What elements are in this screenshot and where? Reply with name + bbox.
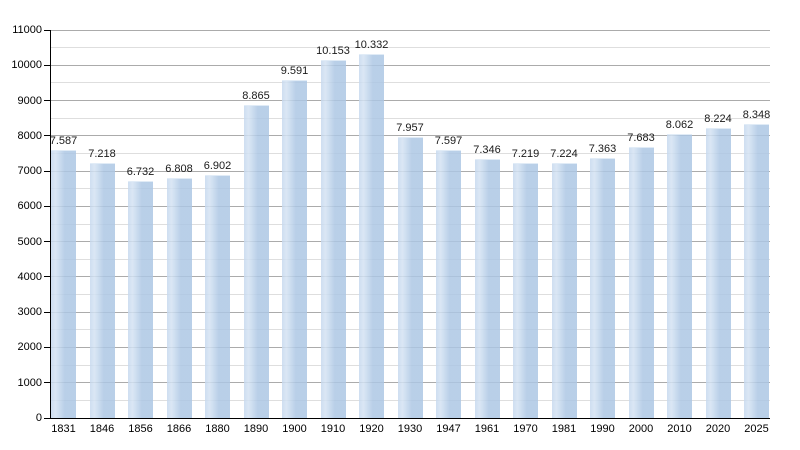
x-axis-tick-label-1981: 1981 bbox=[551, 423, 577, 435]
y-axis-tick bbox=[44, 29, 50, 31]
x-axis-tick-label-1947: 1947 bbox=[436, 423, 461, 435]
bar-2020 bbox=[705, 127, 731, 419]
bar-1910 bbox=[320, 59, 346, 419]
x-axis-tick-label-2025: 2025 bbox=[744, 423, 769, 435]
bar-value-label: 8.348 bbox=[742, 108, 771, 121]
x-axis-tick-label-1970: 1970 bbox=[513, 423, 538, 435]
y-axis-tick bbox=[44, 417, 50, 419]
bar-value-label: 6.902 bbox=[203, 159, 232, 172]
y-axis-tick-label: 11000 bbox=[12, 24, 42, 36]
y-axis-tick-label: 5000 bbox=[17, 235, 42, 248]
bar-1930 bbox=[397, 137, 423, 419]
x-axis-tick-label-1900: 1900 bbox=[282, 423, 307, 435]
y-axis-tick bbox=[44, 311, 50, 313]
x-axis-tick-label-1910: 1910 bbox=[320, 423, 346, 435]
x-axis-tick-label-1890: 1890 bbox=[243, 423, 269, 435]
bar-1961 bbox=[474, 158, 500, 419]
y-axis-tick bbox=[44, 276, 50, 278]
bar-1846 bbox=[89, 163, 115, 419]
y-axis-tick-label: 7000 bbox=[17, 165, 42, 178]
y-axis-tick-label: 0 bbox=[35, 412, 42, 424]
bar-1970 bbox=[513, 163, 538, 419]
bar-value-label: 9.591 bbox=[280, 64, 309, 77]
bar-2025 bbox=[744, 123, 769, 419]
bar-value-label: 8.062 bbox=[665, 118, 694, 131]
y-axis-tick-label: 10000 bbox=[11, 59, 42, 72]
gridline-minor bbox=[50, 117, 770, 119]
x-axis-tick-label-1961: 1961 bbox=[474, 423, 500, 435]
bar-value-label: 10.153 bbox=[316, 44, 350, 57]
bar-2010 bbox=[667, 133, 692, 419]
x-axis-tick-label-1866: 1866 bbox=[166, 423, 192, 435]
bar-value-label: 6.732 bbox=[126, 165, 155, 178]
bar-value-label: 7.219 bbox=[511, 148, 540, 161]
bar-1880 bbox=[205, 174, 230, 419]
y-axis-tick bbox=[44, 170, 50, 172]
x-axis-tick-label-1920: 1920 bbox=[359, 423, 384, 435]
bar-value-label: 10.332 bbox=[354, 38, 389, 51]
bar-1990 bbox=[590, 158, 615, 419]
gridline-major bbox=[50, 135, 770, 137]
y-axis-tick-label: 8000 bbox=[17, 129, 42, 142]
y-axis-tick-label: 2000 bbox=[17, 341, 42, 354]
y-axis-tick-label: 9000 bbox=[17, 94, 42, 107]
x-axis-tick-label-2020: 2020 bbox=[705, 423, 731, 435]
x-axis-tick-label-1846: 1846 bbox=[89, 423, 115, 435]
bar-1890 bbox=[243, 105, 269, 419]
bar-value-label: 7.597 bbox=[434, 135, 463, 148]
x-axis-tick-label-2000: 2000 bbox=[628, 423, 654, 435]
y-axis-tick-label: 3000 bbox=[17, 306, 42, 319]
gridline-major bbox=[50, 100, 770, 102]
y-axis-tick bbox=[44, 382, 50, 384]
bar-1900 bbox=[282, 79, 307, 419]
bar-value-label: 7.363 bbox=[588, 143, 617, 156]
bar-value-label: 7.683 bbox=[627, 131, 655, 144]
gridline-minor bbox=[50, 82, 770, 84]
bar-value-label: 6.808 bbox=[165, 162, 193, 175]
bar-value-label: 8.865 bbox=[242, 90, 270, 103]
bar-2000 bbox=[628, 146, 654, 419]
x-axis-tick-label-1856: 1856 bbox=[128, 423, 153, 435]
bar-1856 bbox=[128, 180, 153, 419]
bar-value-label: 7.957 bbox=[396, 122, 424, 135]
bar-1866 bbox=[166, 177, 192, 419]
y-axis-tick bbox=[44, 346, 50, 348]
bar-value-label: 7.224 bbox=[550, 148, 578, 161]
bar-value-label: 8.224 bbox=[704, 112, 732, 125]
y-axis-tick bbox=[44, 100, 50, 102]
bar-1920 bbox=[359, 53, 384, 419]
x-axis-tick-label-2010: 2010 bbox=[667, 423, 692, 435]
bar-1947 bbox=[436, 150, 461, 419]
bar-1981 bbox=[551, 163, 577, 419]
bar-value-label: 7.218 bbox=[88, 148, 116, 161]
gridline-minor bbox=[50, 47, 770, 49]
y-axis-tick-label: 6000 bbox=[17, 200, 42, 213]
y-axis-tick bbox=[44, 241, 50, 243]
y-axis-tick bbox=[44, 205, 50, 207]
x-axis-tick-label-1990: 1990 bbox=[590, 423, 615, 435]
y-axis-tick bbox=[44, 64, 50, 66]
gridline-major bbox=[50, 29, 770, 31]
y-axis-tick-label: 4000 bbox=[17, 270, 42, 283]
gridline-major bbox=[50, 64, 770, 66]
bar-value-label: 7.587 bbox=[49, 135, 78, 148]
y-axis-tick-label: 1000 bbox=[17, 376, 42, 389]
x-axis-tick-label-1880: 1880 bbox=[205, 423, 230, 435]
bar-value-label: 7.346 bbox=[473, 143, 501, 156]
x-axis-tick-label-1930: 1930 bbox=[397, 423, 423, 435]
bar-1831 bbox=[51, 150, 76, 419]
x-axis-tick-label-1831: 1831 bbox=[51, 423, 76, 435]
